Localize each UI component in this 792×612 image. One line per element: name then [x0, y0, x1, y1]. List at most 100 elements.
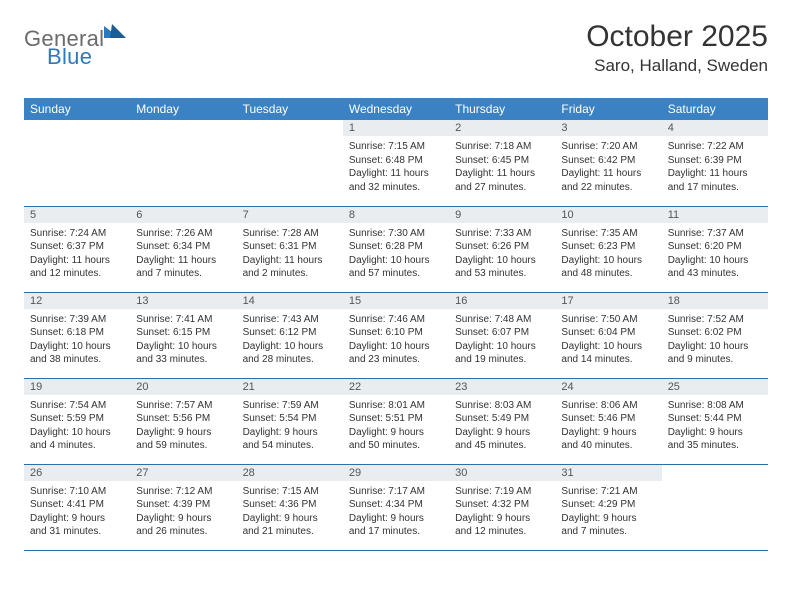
day-number: 5	[24, 207, 130, 223]
day-content: Sunrise: 7:41 AMSunset: 6:15 PMDaylight:…	[130, 309, 236, 373]
day-content: Sunrise: 7:57 AMSunset: 5:56 PMDaylight:…	[130, 395, 236, 459]
day-number: 11	[662, 207, 768, 223]
day-number: 25	[662, 379, 768, 395]
day-content: Sunrise: 8:01 AMSunset: 5:51 PMDaylight:…	[343, 395, 449, 459]
calendar-day-cell: .	[24, 120, 130, 206]
day-content: Sunrise: 7:18 AMSunset: 6:45 PMDaylight:…	[449, 136, 555, 200]
day-content: Sunrise: 7:43 AMSunset: 6:12 PMDaylight:…	[237, 309, 343, 373]
day-content: Sunrise: 7:19 AMSunset: 4:32 PMDaylight:…	[449, 481, 555, 545]
calendar-day-cell: 3Sunrise: 7:20 AMSunset: 6:42 PMDaylight…	[555, 120, 661, 206]
day-header: Thursday	[449, 98, 555, 120]
calendar-day-cell: 27Sunrise: 7:12 AMSunset: 4:39 PMDayligh…	[130, 464, 236, 550]
page: General October 2025 Saro, Halland, Swed…	[0, 0, 792, 571]
day-number: 16	[449, 293, 555, 309]
day-content: Sunrise: 7:39 AMSunset: 6:18 PMDaylight:…	[24, 309, 130, 373]
day-content: Sunrise: 7:17 AMSunset: 4:34 PMDaylight:…	[343, 481, 449, 545]
day-number: 17	[555, 293, 661, 309]
day-content: Sunrise: 7:22 AMSunset: 6:39 PMDaylight:…	[662, 136, 768, 200]
calendar-day-cell: .	[237, 120, 343, 206]
calendar-day-cell: 14Sunrise: 7:43 AMSunset: 6:12 PMDayligh…	[237, 292, 343, 378]
calendar-day-cell: 23Sunrise: 8:03 AMSunset: 5:49 PMDayligh…	[449, 378, 555, 464]
day-content: Sunrise: 7:26 AMSunset: 6:34 PMDaylight:…	[130, 223, 236, 287]
calendar-week-row: 5Sunrise: 7:24 AMSunset: 6:37 PMDaylight…	[24, 206, 768, 292]
day-content: Sunrise: 7:15 AMSunset: 6:48 PMDaylight:…	[343, 136, 449, 200]
calendar-day-cell: 19Sunrise: 7:54 AMSunset: 5:59 PMDayligh…	[24, 378, 130, 464]
day-number: 29	[343, 465, 449, 481]
logo-text-blue: Blue	[47, 44, 92, 69]
calendar-day-cell: 11Sunrise: 7:37 AMSunset: 6:20 PMDayligh…	[662, 206, 768, 292]
day-number: 20	[130, 379, 236, 395]
day-content: Sunrise: 7:33 AMSunset: 6:26 PMDaylight:…	[449, 223, 555, 287]
calendar-day-cell: 6Sunrise: 7:26 AMSunset: 6:34 PMDaylight…	[130, 206, 236, 292]
day-number: 12	[24, 293, 130, 309]
day-content: Sunrise: 7:46 AMSunset: 6:10 PMDaylight:…	[343, 309, 449, 373]
day-content: Sunrise: 7:54 AMSunset: 5:59 PMDaylight:…	[24, 395, 130, 459]
calendar-day-cell: .	[130, 120, 236, 206]
day-number: 13	[130, 293, 236, 309]
calendar-day-cell: 22Sunrise: 8:01 AMSunset: 5:51 PMDayligh…	[343, 378, 449, 464]
day-number: 3	[555, 120, 661, 136]
calendar-day-cell: 16Sunrise: 7:48 AMSunset: 6:07 PMDayligh…	[449, 292, 555, 378]
calendar-day-cell: 18Sunrise: 7:52 AMSunset: 6:02 PMDayligh…	[662, 292, 768, 378]
day-number: 30	[449, 465, 555, 481]
day-number: 1	[343, 120, 449, 136]
day-number: 6	[130, 207, 236, 223]
day-number: 28	[237, 465, 343, 481]
calendar-day-cell: 17Sunrise: 7:50 AMSunset: 6:04 PMDayligh…	[555, 292, 661, 378]
calendar-day-cell: 25Sunrise: 8:08 AMSunset: 5:44 PMDayligh…	[662, 378, 768, 464]
day-number: 8	[343, 207, 449, 223]
day-number: 7	[237, 207, 343, 223]
calendar-day-cell: 24Sunrise: 8:06 AMSunset: 5:46 PMDayligh…	[555, 378, 661, 464]
day-content: Sunrise: 7:50 AMSunset: 6:04 PMDaylight:…	[555, 309, 661, 373]
day-number: 9	[449, 207, 555, 223]
calendar-day-cell: 21Sunrise: 7:59 AMSunset: 5:54 PMDayligh…	[237, 378, 343, 464]
day-number: 19	[24, 379, 130, 395]
calendar-day-cell: 1Sunrise: 7:15 AMSunset: 6:48 PMDaylight…	[343, 120, 449, 206]
calendar-day-cell: 30Sunrise: 7:19 AMSunset: 4:32 PMDayligh…	[449, 464, 555, 550]
day-number: 27	[130, 465, 236, 481]
calendar-week-row: 12Sunrise: 7:39 AMSunset: 6:18 PMDayligh…	[24, 292, 768, 378]
day-number: 15	[343, 293, 449, 309]
calendar-day-cell: 15Sunrise: 7:46 AMSunset: 6:10 PMDayligh…	[343, 292, 449, 378]
day-header: Sunday	[24, 98, 130, 120]
day-content: Sunrise: 7:15 AMSunset: 4:36 PMDaylight:…	[237, 481, 343, 545]
day-header: Tuesday	[237, 98, 343, 120]
day-content: Sunrise: 7:24 AMSunset: 6:37 PMDaylight:…	[24, 223, 130, 287]
day-header: Monday	[130, 98, 236, 120]
calendar-day-cell: 29Sunrise: 7:17 AMSunset: 4:34 PMDayligh…	[343, 464, 449, 550]
calendar-day-cell: 4Sunrise: 7:22 AMSunset: 6:39 PMDaylight…	[662, 120, 768, 206]
calendar-day-cell: 9Sunrise: 7:33 AMSunset: 6:26 PMDaylight…	[449, 206, 555, 292]
day-number: 14	[237, 293, 343, 309]
day-content: Sunrise: 7:35 AMSunset: 6:23 PMDaylight:…	[555, 223, 661, 287]
calendar-day-cell: .	[662, 464, 768, 550]
calendar-day-cell: 5Sunrise: 7:24 AMSunset: 6:37 PMDaylight…	[24, 206, 130, 292]
calendar-head: SundayMondayTuesdayWednesdayThursdayFrid…	[24, 98, 768, 120]
day-content: Sunrise: 7:21 AMSunset: 4:29 PMDaylight:…	[555, 481, 661, 545]
day-content: Sunrise: 7:48 AMSunset: 6:07 PMDaylight:…	[449, 309, 555, 373]
calendar-day-cell: 10Sunrise: 7:35 AMSunset: 6:23 PMDayligh…	[555, 206, 661, 292]
calendar-week-row: 26Sunrise: 7:10 AMSunset: 4:41 PMDayligh…	[24, 464, 768, 550]
calendar-table: SundayMondayTuesdayWednesdayThursdayFrid…	[24, 98, 768, 551]
day-content: Sunrise: 7:30 AMSunset: 6:28 PMDaylight:…	[343, 223, 449, 287]
day-number: 2	[449, 120, 555, 136]
location-text: Saro, Halland, Sweden	[586, 56, 768, 76]
logo-triangle-icon	[104, 24, 126, 43]
day-content: Sunrise: 8:06 AMSunset: 5:46 PMDaylight:…	[555, 395, 661, 459]
day-content: Sunrise: 8:03 AMSunset: 5:49 PMDaylight:…	[449, 395, 555, 459]
day-content: Sunrise: 7:12 AMSunset: 4:39 PMDaylight:…	[130, 481, 236, 545]
calendar-day-cell: 28Sunrise: 7:15 AMSunset: 4:36 PMDayligh…	[237, 464, 343, 550]
calendar-day-cell: 13Sunrise: 7:41 AMSunset: 6:15 PMDayligh…	[130, 292, 236, 378]
day-header: Friday	[555, 98, 661, 120]
day-header: Wednesday	[343, 98, 449, 120]
day-number: 24	[555, 379, 661, 395]
calendar-day-cell: 31Sunrise: 7:21 AMSunset: 4:29 PMDayligh…	[555, 464, 661, 550]
calendar-body: ...1Sunrise: 7:15 AMSunset: 6:48 PMDayli…	[24, 120, 768, 550]
day-number: 31	[555, 465, 661, 481]
day-content: Sunrise: 7:59 AMSunset: 5:54 PMDaylight:…	[237, 395, 343, 459]
day-content: Sunrise: 7:28 AMSunset: 6:31 PMDaylight:…	[237, 223, 343, 287]
day-number: 21	[237, 379, 343, 395]
day-content: Sunrise: 7:37 AMSunset: 6:20 PMDaylight:…	[662, 223, 768, 287]
calendar-day-cell: 8Sunrise: 7:30 AMSunset: 6:28 PMDaylight…	[343, 206, 449, 292]
day-number: 22	[343, 379, 449, 395]
day-number: 10	[555, 207, 661, 223]
